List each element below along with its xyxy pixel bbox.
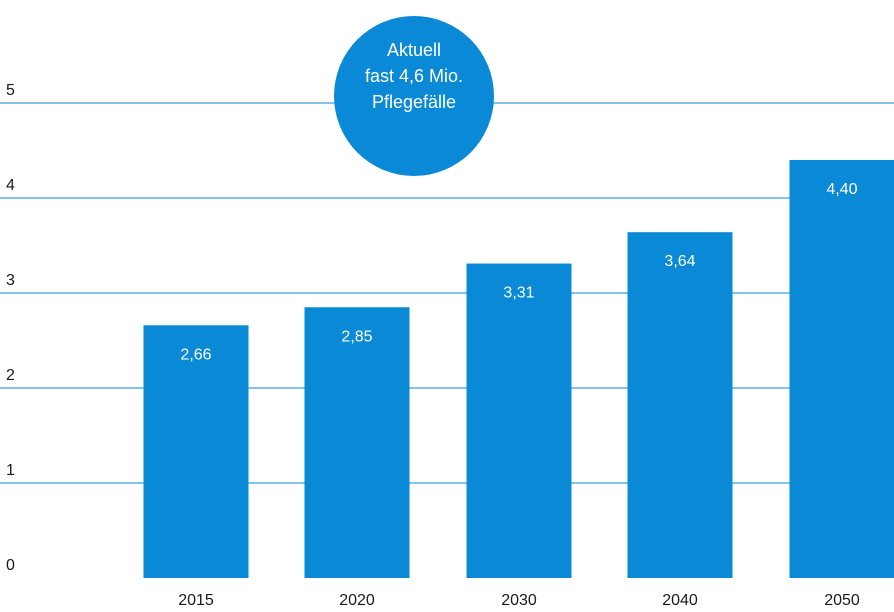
bar-2015 [143, 325, 249, 578]
y-axis-ticks: 0 1 2 3 4 5 [6, 82, 15, 574]
bar-2020 [304, 307, 410, 578]
annotation-text-line: Aktuell [387, 40, 441, 60]
x-tick-label: 2040 [662, 592, 698, 609]
y-tick-label: 1 [6, 462, 15, 479]
bar-value-label: 4,40 [826, 181, 857, 198]
bar-value-label: 3,64 [664, 253, 695, 270]
y-tick-label: 2 [6, 367, 15, 384]
x-tick-label: 2020 [339, 592, 375, 609]
bar-value-label: 2,66 [180, 346, 211, 363]
bar-2030 [466, 263, 572, 578]
annotation-badge: Aktuell fast 4,6 Mio. Pflegefälle [334, 16, 494, 176]
bars: 2,66 2,85 3,31 3,64 4,40 [143, 160, 894, 578]
annotation-text-line: fast 4,6 Mio. [365, 66, 463, 86]
annotation-text-line: Pflegefälle [372, 92, 456, 112]
bar-value-label: 2,85 [341, 328, 372, 345]
bar-2040 [627, 232, 733, 578]
y-tick-label: 0 [6, 557, 15, 574]
bar-2050 [789, 160, 894, 578]
x-tick-label: 2015 [178, 592, 214, 609]
bar-value-label: 3,31 [503, 285, 534, 302]
x-tick-label: 2050 [824, 592, 860, 609]
y-tick-label: 5 [6, 82, 15, 99]
y-tick-label: 3 [6, 272, 15, 289]
x-axis-ticks: 2015 2020 2030 2040 2050 [178, 592, 860, 609]
x-tick-label: 2030 [501, 592, 537, 609]
y-tick-label: 4 [6, 177, 15, 194]
annotation-circle [334, 16, 494, 176]
